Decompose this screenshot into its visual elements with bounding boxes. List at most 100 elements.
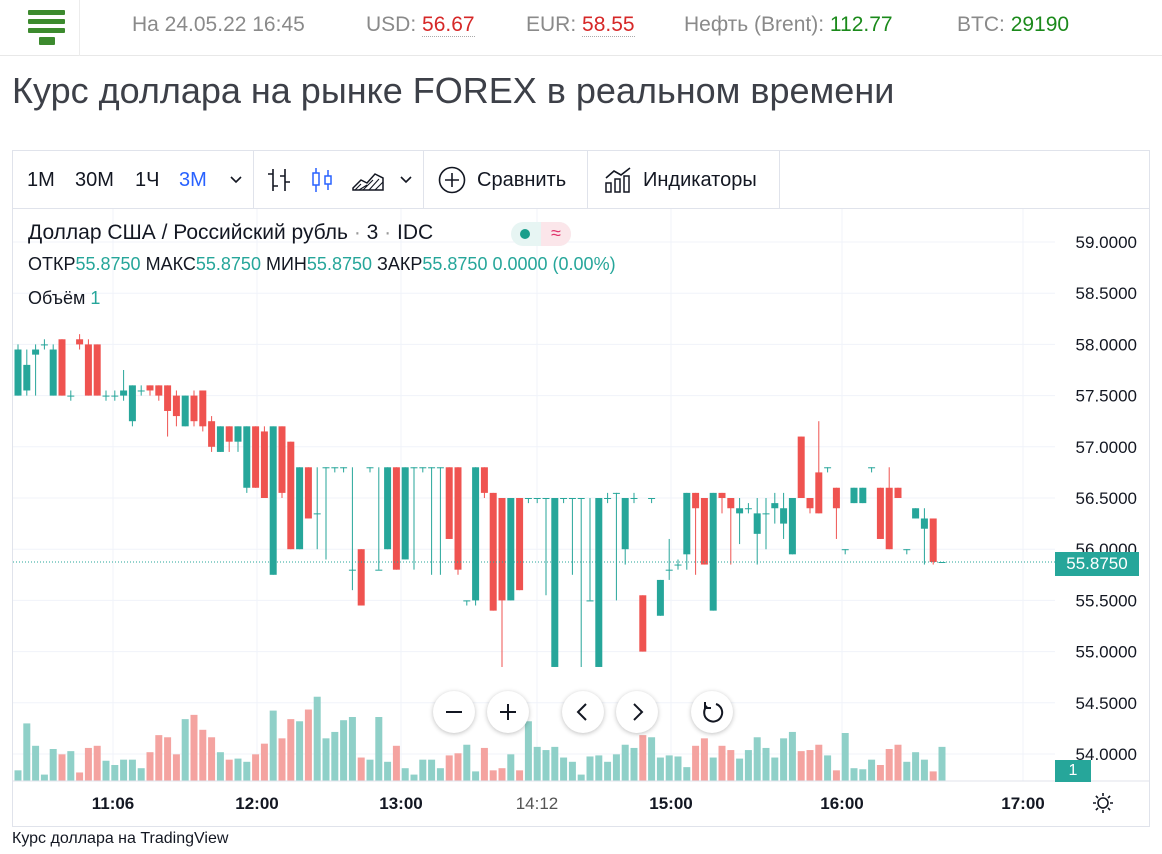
tradingview-attribution-link[interactable]: Курс доллара на TradingView: [12, 830, 229, 847]
candle-body: [806, 498, 814, 509]
volume-bar: [894, 744, 902, 781]
volume-bar: [348, 717, 356, 781]
ticker-usd-value[interactable]: 56.67: [422, 13, 475, 37]
candle-body: [102, 395, 110, 397]
volume-bar: [32, 745, 40, 781]
ticker-oil-label: Нефть (Brent):: [684, 13, 825, 36]
candle-body: [824, 467, 832, 469]
price-tick-label: 58.0000: [1076, 335, 1137, 354]
candles-style-button[interactable]: [309, 151, 335, 209]
volume-bar: [824, 755, 832, 781]
volume-bar: [401, 768, 409, 781]
candle-body: [252, 426, 260, 488]
indicators-button[interactable]: Индикаторы: [603, 151, 779, 209]
interval-1m[interactable]: 1М: [27, 169, 55, 191]
volume-bar: [938, 746, 946, 781]
symbol-name: Доллар США / Российский рубль: [28, 221, 348, 244]
ticker-oil: Нефть (Brent): 112.77: [684, 13, 893, 37]
volume-bar: [665, 755, 673, 781]
ticker-btc: BTC: 29190: [957, 13, 1069, 37]
candle-body: [524, 498, 532, 499]
reset-icon: [703, 702, 724, 723]
ticker-usd[interactable]: USD: 56.67: [366, 13, 475, 37]
candle-body: [287, 441, 295, 550]
interval-3m[interactable]: 3М: [179, 169, 207, 191]
candle-body: [929, 518, 937, 562]
zoom-out-button[interactable]: [433, 691, 475, 733]
price-chart[interactable]: 59.0000 58.5000 58.0000 57.5000 57.0000 56.50…: [13, 151, 1149, 826]
reset-chart-button[interactable]: [691, 691, 733, 733]
candle-body: [445, 467, 453, 539]
compare-button[interactable]: Сравнить: [437, 151, 587, 209]
volume-bar: [674, 756, 682, 781]
volume-bar: [832, 770, 840, 781]
volume-bar: [445, 755, 453, 781]
ticker-eur[interactable]: EUR: 58.55: [526, 13, 635, 37]
style-dropdown[interactable]: [397, 151, 419, 209]
low-value: 55.8750: [306, 254, 372, 274]
candle-body: [208, 421, 216, 447]
indicators-icon: [605, 167, 631, 193]
volume-legend: Объём 1: [28, 288, 100, 309]
volume-bar: [639, 735, 647, 781]
candle-body: [832, 487, 840, 509]
candle-body: [384, 467, 392, 550]
zoom-in-button[interactable]: [487, 691, 529, 733]
volume-bar: [568, 761, 576, 781]
candle-body: [841, 549, 849, 551]
volume-bar: [516, 770, 524, 781]
scroll-right-button[interactable]: [616, 691, 658, 733]
candle-body: [604, 498, 612, 499]
candle-body: [630, 498, 638, 499]
volume-bar: [648, 737, 656, 781]
volume-bar: [67, 751, 75, 781]
candle-body: [304, 467, 312, 519]
time-tick-label: 17:00: [1001, 794, 1044, 813]
candle-body: [938, 562, 946, 563]
candle-body: [903, 549, 911, 551]
volume-bar: [542, 750, 550, 781]
candle-body: [32, 349, 40, 355]
scroll-left-button[interactable]: [562, 691, 604, 733]
candle-body: [128, 385, 136, 422]
time-tick-label: 15:00: [649, 794, 692, 813]
candle-body: [410, 467, 418, 469]
candle-body: [93, 344, 101, 396]
interval-dropdown[interactable]: [227, 151, 249, 209]
volume-bar: [252, 754, 260, 781]
volume-bar: [384, 761, 392, 781]
interval-30m[interactable]: 30М: [75, 169, 114, 191]
interval-1h[interactable]: 1Ч: [135, 169, 160, 191]
candle-body: [278, 426, 286, 493]
price-tick-label: 55.0000: [1076, 643, 1137, 662]
candle-body: [296, 467, 304, 550]
candle-body: [146, 385, 154, 391]
menu-icon[interactable]: [12, 0, 80, 56]
candle-body: [753, 513, 761, 534]
candle-body: [700, 498, 708, 565]
candle-body: [454, 467, 462, 570]
volume-bar: [683, 767, 691, 781]
ticker-date: На 24.05.22 16:45: [132, 13, 305, 36]
time-tick-label: 11:06: [92, 794, 135, 813]
volume-bar: [146, 752, 154, 781]
candle-body: [322, 467, 330, 469]
area-style-button[interactable]: [351, 151, 387, 209]
compare-label: Сравнить: [477, 169, 567, 191]
candle-body: [49, 349, 57, 396]
candle-body: [885, 487, 893, 550]
volume-bar: [313, 696, 321, 781]
volume-bar: [850, 768, 858, 781]
volume-bar: [454, 753, 462, 781]
market-status-badge[interactable]: ≈: [511, 222, 571, 246]
bars-style-button[interactable]: [265, 151, 295, 209]
volume-bar: [84, 747, 92, 781]
volume-bar: [208, 737, 216, 781]
settings-gear-icon[interactable]: [1091, 791, 1115, 815]
close-value: 55.8750: [422, 254, 488, 274]
candle-body: [489, 492, 497, 611]
ticker-eur-value[interactable]: 58.55: [582, 13, 635, 37]
volume-bar: [428, 759, 436, 781]
time-tick-label: 14:12: [516, 794, 559, 813]
chart-widget: 1М 30М 1Ч 3М: [12, 150, 1150, 827]
